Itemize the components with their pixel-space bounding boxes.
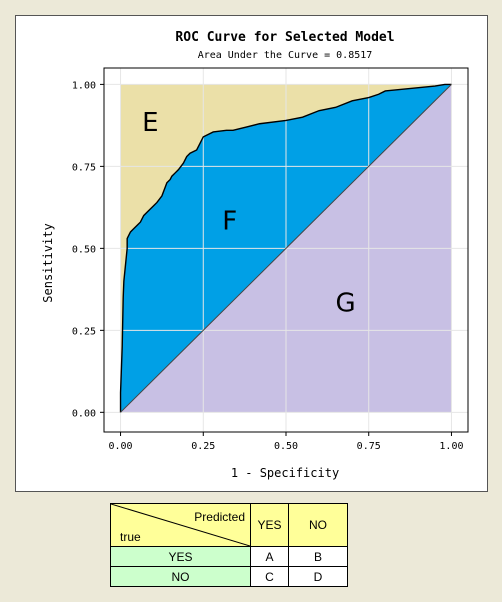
y-tick-label: 0.00 xyxy=(72,408,96,419)
cell-b: B xyxy=(288,546,348,567)
cell-c: C xyxy=(250,566,289,587)
diagonal-reference-line xyxy=(120,84,452,413)
diagonal-divider xyxy=(111,504,250,546)
region-label-f: F xyxy=(222,207,237,237)
region-label-e: E xyxy=(142,108,158,138)
predicted-header-label: Predicted xyxy=(194,510,245,524)
col-header-yes: YES xyxy=(250,503,289,547)
x-tick-label: 0.50 xyxy=(274,441,298,452)
plot-layer: 0.00 0.00 0.25 0.25 0.50 0.50 0.75 0.75 1.00 1.00… xyxy=(72,67,469,452)
row-header-no: NO xyxy=(110,566,251,587)
y-tick-label: 1.00 xyxy=(72,80,96,91)
roc-curve-line xyxy=(119,83,452,413)
chart-subtitle: Area Under the Curve = 0.8517 xyxy=(198,50,373,61)
plot-border xyxy=(103,67,469,433)
y-tick-label: 0.50 xyxy=(72,244,96,255)
cell-a: A xyxy=(250,546,289,567)
roc-chart: ROC Curve for Selected Model Area Under … xyxy=(41,30,469,480)
row-header-yes: YES xyxy=(110,546,251,567)
chart-title: ROC Curve for Selected Model xyxy=(175,30,394,45)
y-axis-label: Sensitivity xyxy=(41,223,55,302)
confusion-matrix-table: Predicted true YES NO YES A B NO C D xyxy=(110,503,348,587)
y-tick-label: 0.75 xyxy=(72,162,96,173)
x-tick-label: 0.25 xyxy=(191,441,215,452)
x-tick-label: 0.75 xyxy=(357,441,381,452)
corner-header-cell: Predicted true xyxy=(110,503,251,547)
true-header-label: true xyxy=(120,530,141,544)
col-header-no: NO xyxy=(288,503,348,547)
cell-d: D xyxy=(288,566,348,587)
region-label-g: G xyxy=(335,289,355,319)
x-tick-label: 0.00 xyxy=(108,441,132,452)
x-axis-label: 1 - Specificity xyxy=(231,466,339,480)
y-tick-label: 0.25 xyxy=(72,326,96,337)
chart-frame: ROC Curve for Selected Model Area Under … xyxy=(15,15,488,492)
x-tick-label: 1.00 xyxy=(439,441,463,452)
